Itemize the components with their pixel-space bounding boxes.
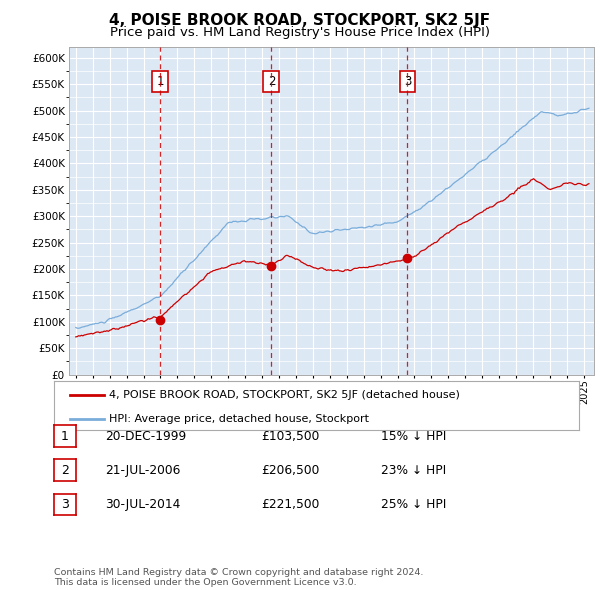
Text: 30-JUL-2014: 30-JUL-2014: [105, 498, 181, 511]
Text: 15% ↓ HPI: 15% ↓ HPI: [381, 430, 446, 442]
Text: 1: 1: [61, 430, 69, 442]
Text: 23% ↓ HPI: 23% ↓ HPI: [381, 464, 446, 477]
Text: 3: 3: [61, 498, 69, 511]
Text: 4, POISE BROOK ROAD, STOCKPORT, SK2 5JF: 4, POISE BROOK ROAD, STOCKPORT, SK2 5JF: [109, 13, 491, 28]
Text: Contains HM Land Registry data © Crown copyright and database right 2024.
This d: Contains HM Land Registry data © Crown c…: [54, 568, 424, 587]
Text: 2: 2: [268, 75, 275, 88]
Text: 25% ↓ HPI: 25% ↓ HPI: [381, 498, 446, 511]
Text: HPI: Average price, detached house, Stockport: HPI: Average price, detached house, Stoc…: [109, 414, 369, 424]
Text: 20-DEC-1999: 20-DEC-1999: [105, 430, 186, 442]
Text: £221,500: £221,500: [261, 498, 319, 511]
Text: 1: 1: [156, 75, 164, 88]
Text: 4, POISE BROOK ROAD, STOCKPORT, SK2 5JF (detached house): 4, POISE BROOK ROAD, STOCKPORT, SK2 5JF …: [109, 389, 460, 399]
Text: Price paid vs. HM Land Registry's House Price Index (HPI): Price paid vs. HM Land Registry's House …: [110, 26, 490, 39]
Text: 3: 3: [404, 75, 411, 88]
Text: £103,500: £103,500: [261, 430, 319, 442]
Text: 2: 2: [61, 464, 69, 477]
Text: 21-JUL-2006: 21-JUL-2006: [105, 464, 181, 477]
Text: £206,500: £206,500: [261, 464, 319, 477]
